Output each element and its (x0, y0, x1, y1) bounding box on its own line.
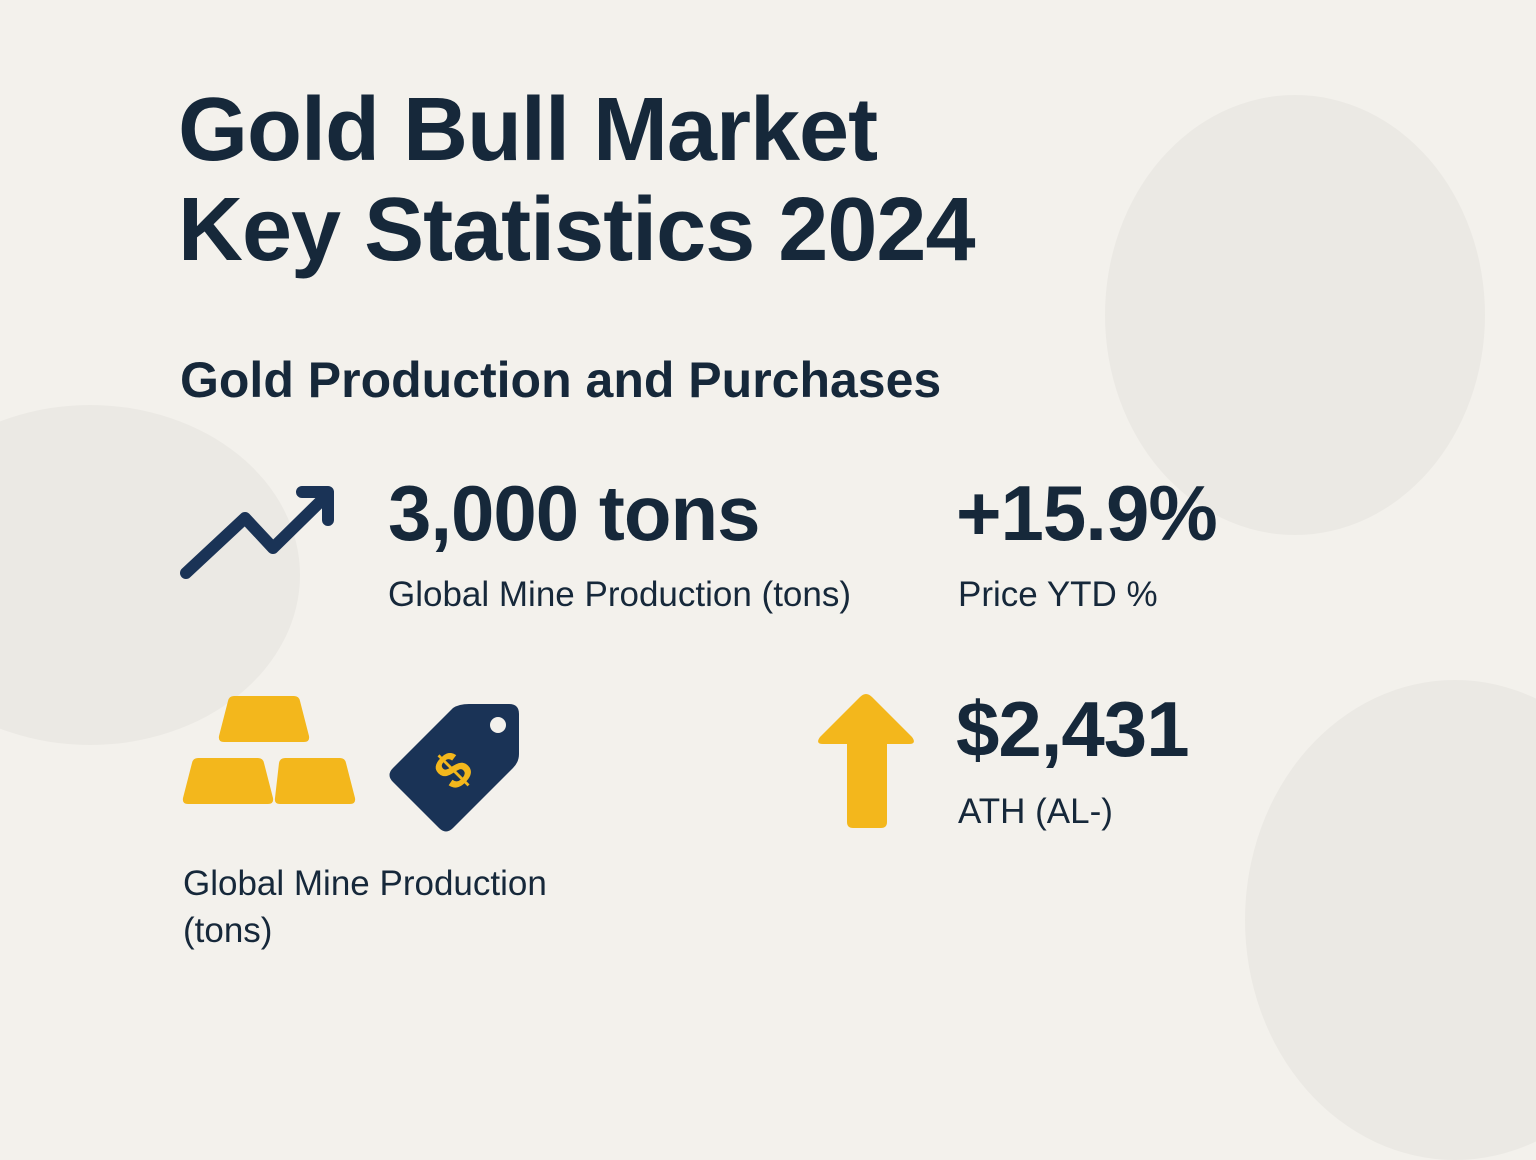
section-subtitle: Gold Production and Purchases (180, 352, 942, 408)
gold-bars-icon (182, 692, 357, 812)
arrow-up-icon (815, 692, 917, 835)
stat-ath-value: $2,431 (956, 685, 1190, 773)
stat-price-ytd-label: Price YTD % (958, 575, 1158, 614)
stat-mine-production-caption-line2: (tons) (183, 911, 273, 950)
page-title: Gold Bull Market Key Statistics 2024 (178, 80, 975, 280)
stat-price-ytd-value: +15.9% (956, 469, 1218, 557)
title-line-2: Key Statistics 2024 (178, 180, 975, 280)
background-circle (1105, 95, 1485, 535)
stat-mine-production-value: 3,000 tons (388, 469, 761, 557)
title-line-1: Gold Bull Market (178, 80, 878, 180)
price-tag-icon: $ (387, 700, 522, 840)
stat-mine-production-caption-line1: Global Mine Production (183, 864, 547, 903)
background-circle (1245, 680, 1536, 1160)
stat-mine-production-label: Global Mine Production (tons) (388, 575, 851, 614)
stat-ath-label: ATH (AL-) (958, 792, 1113, 831)
trending-up-icon (178, 478, 338, 588)
